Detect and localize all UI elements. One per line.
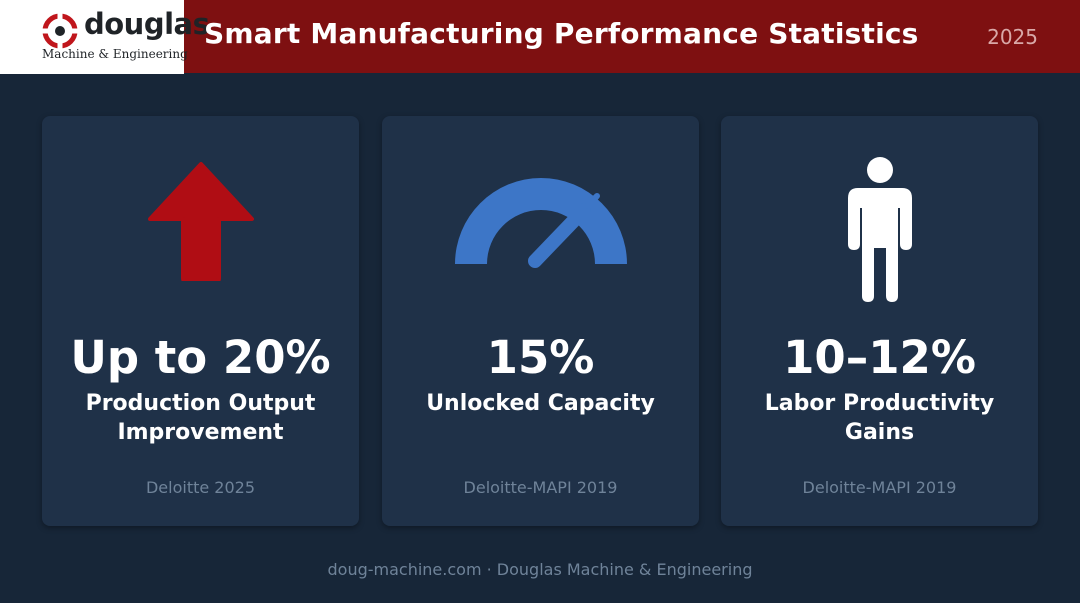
- stat-label: Labor Productivity Gains: [764, 391, 995, 445]
- stat-value: 10–12%: [783, 331, 976, 384]
- up-arrow-icon: [147, 162, 254, 281]
- stat-label: Unlocked Capacity: [426, 391, 655, 416]
- company-logo[interactable]: douglas Machine & Engineering: [0, 0, 210, 74]
- logo-subtitle: Machine & Engineering: [42, 47, 188, 61]
- header-bar: douglas Machine & Engineering Smart Manu…: [0, 0, 1080, 74]
- speedometer-icon: [454, 178, 627, 268]
- stat-source: Deloitte-MAPI 2019: [802, 478, 957, 497]
- year-label: 2025: [987, 25, 1038, 49]
- stat-label: Production Output Improvement: [85, 391, 316, 445]
- logo-target-icon: [41, 12, 79, 50]
- stat-card-labor-productivity: 10–12% Labor Productivity Gains Deloitte…: [721, 116, 1038, 526]
- stat-value: Up to 20%: [70, 331, 331, 384]
- page-title: Smart Manufacturing Performance Statisti…: [204, 17, 919, 50]
- footer-credit[interactable]: doug-machine.com · Douglas Machine & Eng…: [327, 560, 753, 579]
- stat-source: Deloitte 2025: [145, 478, 256, 497]
- person-icon: [847, 157, 912, 302]
- stat-card-unlocked-capacity: 15% Unlocked Capacity Deloitte-MAPI 2019: [382, 116, 699, 526]
- stat-card-production-output: Up to 20% Production Output Improvement …: [42, 116, 359, 526]
- stat-source: Deloitte-MAPI 2019: [463, 478, 618, 497]
- stat-value: 15%: [486, 331, 595, 384]
- logo-wordmark: douglas: [84, 7, 210, 41]
